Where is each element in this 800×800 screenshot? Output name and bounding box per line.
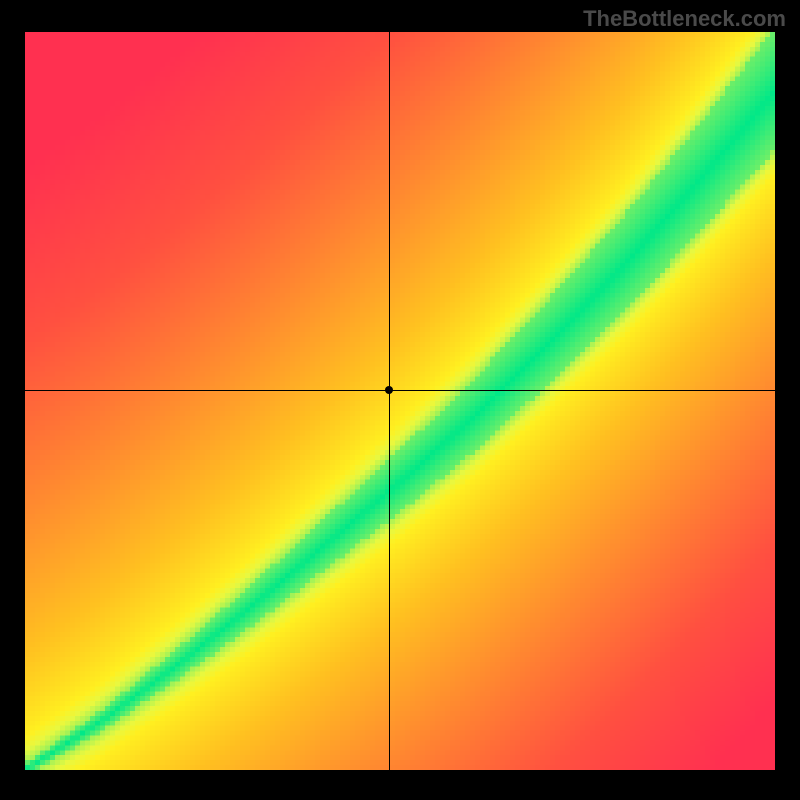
plot-area [25, 32, 775, 770]
marker-dot [385, 386, 393, 394]
crosshair-horizontal [25, 390, 775, 391]
chart-container: TheBottleneck.com [0, 0, 800, 800]
crosshair-vertical [389, 32, 390, 770]
heatmap-canvas [25, 32, 775, 770]
watermark-text: TheBottleneck.com [583, 6, 786, 32]
